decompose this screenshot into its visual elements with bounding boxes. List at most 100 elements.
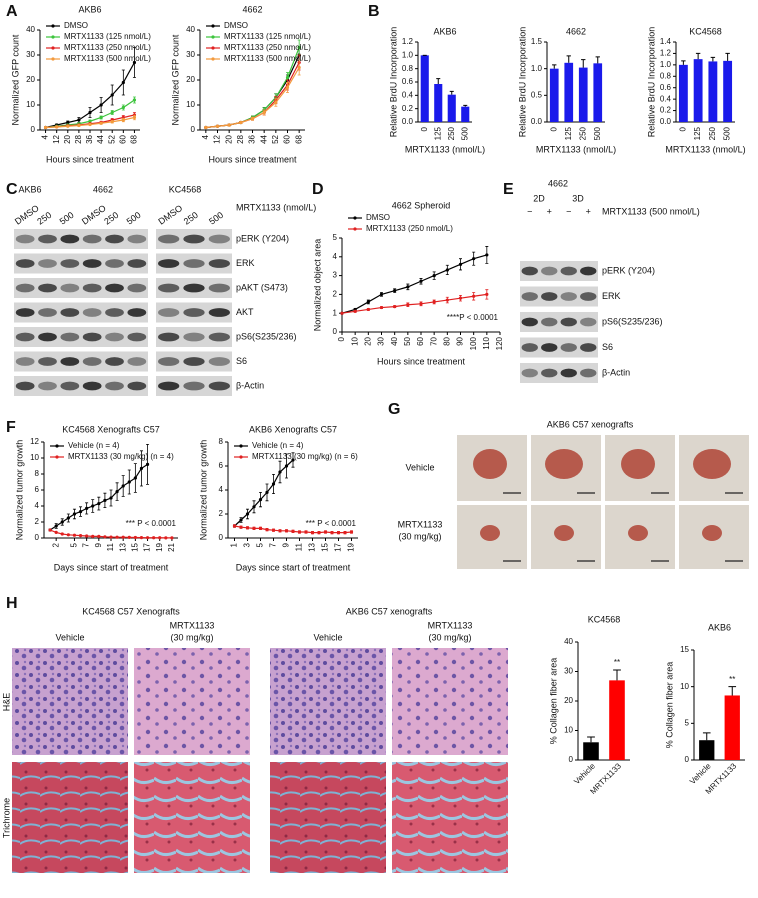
point bbox=[132, 98, 137, 102]
point bbox=[99, 115, 103, 120]
blot-band bbox=[15, 357, 35, 366]
y-tick-label: 0.0 bbox=[402, 117, 414, 126]
y-axis-label: Normalized object area bbox=[312, 239, 322, 332]
point bbox=[336, 531, 341, 535]
lane-label: 500 bbox=[58, 210, 76, 227]
error-bar bbox=[681, 60, 686, 65]
blot-band bbox=[560, 266, 577, 276]
blot-band bbox=[208, 308, 230, 317]
error-bar bbox=[725, 52, 730, 61]
row-label: S6 bbox=[602, 342, 613, 352]
row-label: pERK (Y204) bbox=[236, 233, 289, 243]
row-label: pAKT (S473) bbox=[236, 282, 288, 292]
y-tick-label: 0.8 bbox=[660, 71, 672, 80]
y-axis-label: Normalized GFP count bbox=[10, 34, 20, 125]
column-label: Vehicle bbox=[313, 632, 342, 642]
point bbox=[485, 292, 489, 296]
point bbox=[379, 292, 384, 296]
point bbox=[239, 525, 243, 529]
point bbox=[54, 524, 58, 528]
legend-marker bbox=[239, 455, 243, 459]
bar bbox=[699, 740, 715, 760]
point bbox=[72, 533, 77, 537]
point bbox=[445, 298, 449, 302]
y-tick-label: 0.4 bbox=[660, 94, 672, 103]
chart-title: KC4568 bbox=[689, 26, 722, 36]
chart-title: 4662 Spheroid bbox=[392, 200, 451, 210]
y-tick-label: 0.0 bbox=[531, 117, 543, 126]
bar bbox=[420, 55, 429, 123]
blot-band bbox=[183, 332, 205, 342]
point bbox=[393, 305, 397, 309]
x-tick-label: 52 bbox=[271, 134, 280, 143]
point bbox=[145, 462, 150, 466]
x-tick-label: 250 bbox=[447, 126, 456, 140]
tumor bbox=[480, 525, 500, 541]
cell-line-label: 4662 bbox=[548, 178, 568, 188]
point bbox=[252, 526, 256, 531]
blot-band bbox=[580, 292, 597, 301]
x-tick-label: 2 bbox=[51, 542, 60, 547]
blot-band bbox=[15, 234, 35, 244]
point bbox=[60, 520, 64, 524]
point bbox=[343, 531, 347, 535]
point bbox=[139, 536, 144, 540]
y-tick-label: 1.0 bbox=[402, 50, 414, 59]
cell-line-label: 4662 bbox=[93, 184, 113, 194]
point bbox=[258, 498, 263, 502]
y-tick-label: 10 bbox=[26, 100, 35, 109]
blot-strip bbox=[520, 286, 598, 307]
x-tick-label: 5 bbox=[256, 542, 265, 547]
point bbox=[271, 482, 276, 486]
y-tick-label: 0 bbox=[219, 533, 224, 542]
point bbox=[239, 518, 243, 522]
bar bbox=[708, 61, 718, 122]
blot-band bbox=[105, 308, 124, 317]
y-axis-label: Normalized GFP count bbox=[170, 34, 180, 125]
blot-band bbox=[105, 283, 124, 293]
y-tick-label: 3 bbox=[333, 271, 338, 280]
panel-label: H bbox=[6, 595, 18, 612]
tumor bbox=[473, 449, 507, 479]
blot-band bbox=[158, 259, 180, 268]
chart-title: AKB6 bbox=[78, 4, 101, 14]
blot-band bbox=[208, 332, 230, 342]
point bbox=[239, 120, 243, 125]
point bbox=[274, 100, 278, 105]
y-tick-label: 0.0 bbox=[660, 117, 672, 126]
bar bbox=[583, 742, 599, 760]
annotation: *** P < 0.0001 bbox=[306, 519, 357, 528]
blot-band bbox=[60, 357, 80, 366]
blot-strip bbox=[520, 312, 598, 332]
blot-strip bbox=[14, 351, 148, 372]
blot-band bbox=[105, 332, 124, 342]
annotation: ** bbox=[729, 675, 735, 684]
blot-band bbox=[82, 357, 102, 366]
y-tick-label: 4 bbox=[35, 501, 40, 510]
panel-label: A bbox=[6, 3, 18, 20]
point bbox=[91, 534, 95, 539]
blot-band bbox=[183, 259, 205, 268]
bar bbox=[564, 62, 574, 122]
group-title: KC4568 C57 Xenografts bbox=[82, 606, 180, 616]
image bbox=[134, 648, 250, 755]
x-tick-label: 68 bbox=[294, 134, 303, 143]
column-label: (30 mg/kg) bbox=[428, 632, 471, 642]
x-tick-label: 17 bbox=[334, 542, 343, 551]
point bbox=[85, 534, 89, 538]
point bbox=[133, 535, 137, 540]
legend-label: MRTX1133 (30 mg/kg) (n = 6) bbox=[252, 452, 358, 461]
y-tick-label: 10 bbox=[680, 682, 689, 691]
bar bbox=[723, 60, 733, 122]
x-tick-label: 90 bbox=[456, 336, 465, 345]
blot-band bbox=[127, 259, 147, 268]
point bbox=[245, 526, 250, 530]
blot-band bbox=[560, 368, 577, 378]
y-tick-label: 1.2 bbox=[402, 37, 414, 46]
y-tick-label: 15 bbox=[680, 645, 689, 654]
y-tick-label: 30 bbox=[564, 667, 573, 676]
point bbox=[132, 115, 137, 120]
point bbox=[85, 506, 89, 510]
point bbox=[285, 85, 290, 90]
